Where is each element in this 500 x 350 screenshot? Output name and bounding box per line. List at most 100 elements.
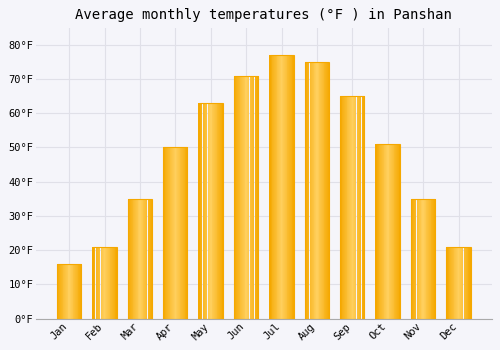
Bar: [353, 96, 354, 318]
Bar: [58, 264, 59, 318]
Bar: [428, 199, 429, 318]
Bar: [381, 144, 382, 318]
Bar: [251, 76, 252, 318]
Bar: [130, 199, 131, 318]
Bar: [423, 199, 424, 318]
Bar: [341, 96, 342, 318]
Bar: [398, 144, 400, 318]
Bar: [308, 62, 310, 318]
Bar: [310, 62, 311, 318]
Bar: [131, 199, 132, 318]
Bar: [413, 199, 414, 318]
Bar: [410, 199, 412, 318]
Bar: [418, 199, 419, 318]
Bar: [209, 103, 210, 318]
Bar: [72, 264, 74, 318]
Bar: [318, 62, 320, 318]
Bar: [458, 247, 460, 318]
Bar: [282, 55, 283, 318]
Bar: [208, 103, 209, 318]
Bar: [214, 103, 215, 318]
Bar: [134, 199, 135, 318]
Bar: [92, 247, 93, 318]
Bar: [323, 62, 324, 318]
Bar: [382, 144, 383, 318]
Bar: [140, 199, 141, 318]
Bar: [311, 62, 312, 318]
Bar: [307, 62, 308, 318]
Bar: [104, 247, 106, 318]
Bar: [128, 199, 152, 318]
Bar: [145, 199, 146, 318]
Bar: [355, 96, 356, 318]
Bar: [450, 247, 451, 318]
Bar: [184, 147, 186, 318]
Bar: [238, 76, 240, 318]
Bar: [128, 199, 129, 318]
Bar: [349, 96, 350, 318]
Bar: [167, 147, 168, 318]
Bar: [354, 96, 355, 318]
Bar: [383, 144, 384, 318]
Bar: [290, 55, 292, 318]
Bar: [272, 55, 274, 318]
Bar: [114, 247, 116, 318]
Bar: [243, 76, 244, 318]
Bar: [306, 62, 307, 318]
Bar: [248, 76, 250, 318]
Bar: [411, 199, 435, 318]
Bar: [460, 247, 461, 318]
Bar: [183, 147, 184, 318]
Bar: [79, 264, 80, 318]
Bar: [322, 62, 323, 318]
Bar: [212, 103, 214, 318]
Bar: [108, 247, 109, 318]
Bar: [132, 199, 134, 318]
Bar: [420, 199, 422, 318]
Bar: [244, 76, 246, 318]
Bar: [448, 247, 450, 318]
Bar: [100, 247, 102, 318]
Bar: [221, 103, 222, 318]
Bar: [135, 199, 136, 318]
Bar: [352, 96, 353, 318]
Bar: [173, 147, 174, 318]
Bar: [144, 199, 145, 318]
Bar: [74, 264, 75, 318]
Bar: [414, 199, 415, 318]
Bar: [396, 144, 397, 318]
Bar: [201, 103, 202, 318]
Bar: [452, 247, 454, 318]
Bar: [358, 96, 359, 318]
Bar: [57, 264, 82, 318]
Bar: [97, 247, 98, 318]
Bar: [216, 103, 218, 318]
Bar: [198, 103, 199, 318]
Bar: [430, 199, 432, 318]
Bar: [380, 144, 381, 318]
Bar: [467, 247, 468, 318]
Bar: [284, 55, 285, 318]
Bar: [447, 247, 448, 318]
Bar: [274, 55, 275, 318]
Bar: [246, 76, 247, 318]
Bar: [415, 199, 416, 318]
Bar: [138, 199, 139, 318]
Bar: [270, 55, 271, 318]
Bar: [461, 247, 462, 318]
Bar: [250, 76, 251, 318]
Bar: [275, 55, 276, 318]
Bar: [204, 103, 205, 318]
Bar: [254, 76, 256, 318]
Bar: [247, 76, 248, 318]
Bar: [164, 147, 166, 318]
Bar: [376, 144, 377, 318]
Bar: [327, 62, 328, 318]
Bar: [150, 199, 151, 318]
Bar: [348, 96, 349, 318]
Bar: [234, 76, 258, 318]
Bar: [112, 247, 113, 318]
Bar: [210, 103, 211, 318]
Bar: [343, 96, 344, 318]
Bar: [252, 76, 253, 318]
